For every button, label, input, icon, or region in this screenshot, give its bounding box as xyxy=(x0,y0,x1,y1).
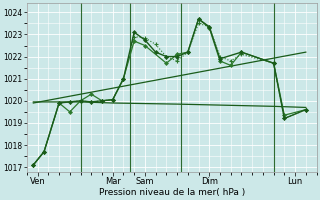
X-axis label: Pression niveau de la mer( hPa ): Pression niveau de la mer( hPa ) xyxy=(99,188,245,197)
